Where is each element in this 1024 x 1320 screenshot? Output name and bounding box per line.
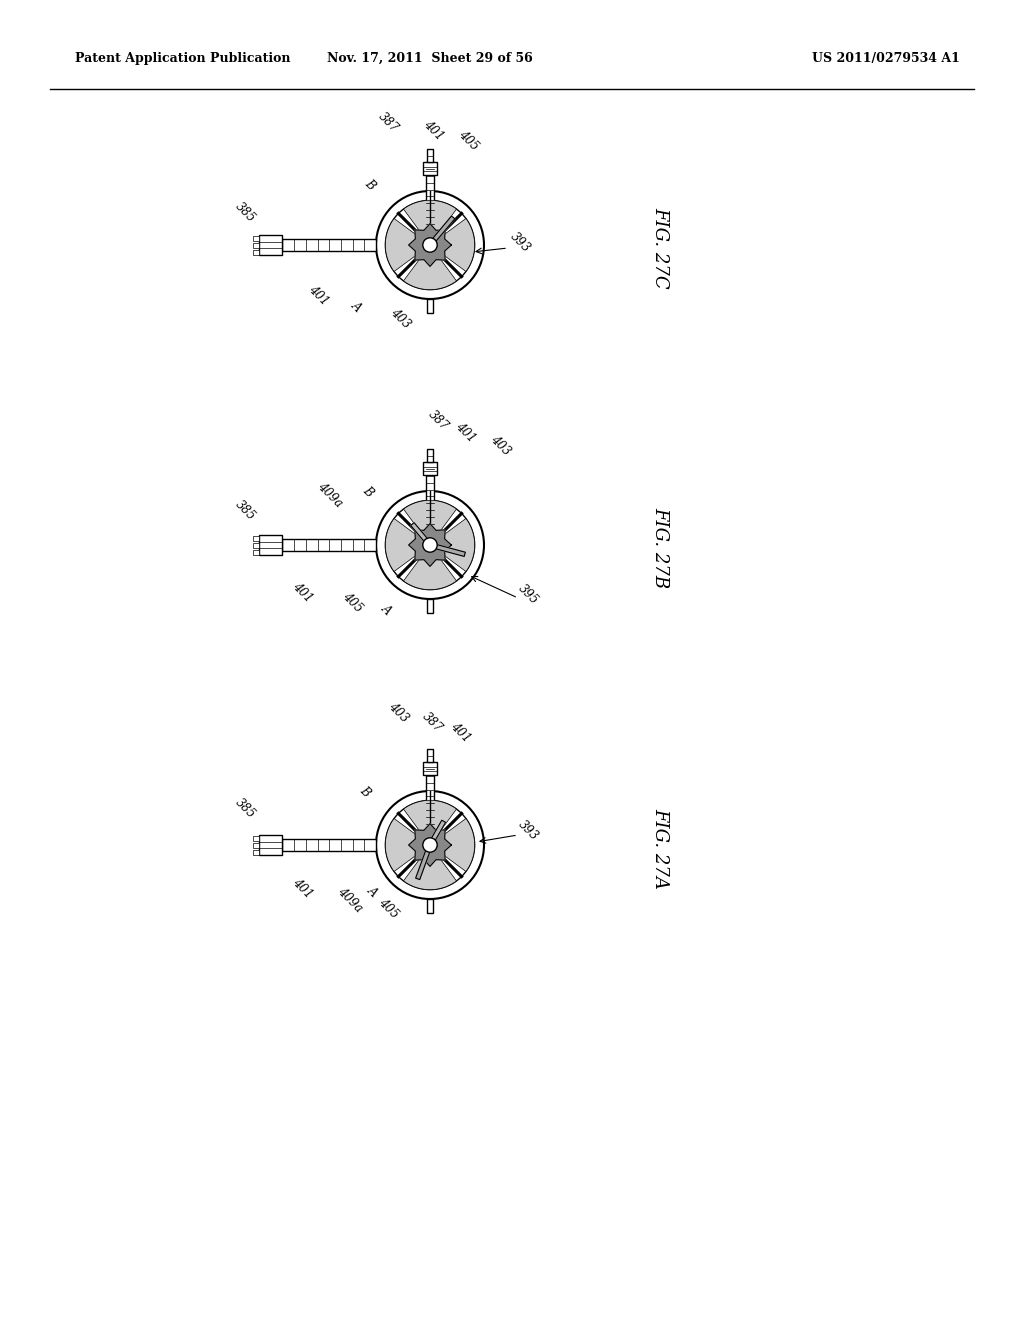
- Text: A: A: [379, 602, 393, 618]
- Text: 403: 403: [385, 700, 411, 725]
- Text: 405: 405: [456, 128, 480, 153]
- Circle shape: [376, 191, 484, 300]
- Text: B: B: [362, 177, 378, 193]
- Bar: [253, 837, 259, 841]
- Circle shape: [423, 238, 437, 252]
- Bar: [259, 836, 283, 855]
- Bar: [423, 462, 437, 475]
- Text: 401: 401: [290, 579, 314, 605]
- Bar: [259, 235, 283, 255]
- Text: 405: 405: [339, 590, 365, 615]
- Text: 401: 401: [305, 282, 331, 308]
- Text: 385: 385: [232, 199, 258, 224]
- Polygon shape: [409, 524, 452, 566]
- Polygon shape: [442, 219, 474, 272]
- Text: 385: 385: [232, 796, 258, 821]
- Circle shape: [423, 537, 437, 552]
- Bar: [253, 850, 259, 855]
- Text: 409a: 409a: [315, 480, 345, 510]
- Bar: [283, 239, 376, 252]
- Text: Patent Application Publication: Patent Application Publication: [75, 51, 291, 65]
- Bar: [427, 599, 432, 614]
- Text: FIG. 27A: FIG. 27A: [651, 808, 669, 888]
- Polygon shape: [403, 558, 457, 590]
- Text: FIG. 27C: FIG. 27C: [651, 207, 669, 289]
- Text: 393: 393: [508, 230, 532, 255]
- Circle shape: [385, 201, 475, 289]
- Bar: [259, 535, 283, 556]
- Bar: [427, 899, 432, 913]
- Bar: [253, 550, 259, 554]
- Bar: [283, 539, 376, 552]
- Text: 387: 387: [420, 709, 444, 734]
- Circle shape: [376, 791, 484, 899]
- Polygon shape: [428, 216, 455, 247]
- Polygon shape: [403, 257, 457, 289]
- Text: A: A: [365, 884, 380, 900]
- Circle shape: [414, 529, 445, 561]
- Bar: [283, 838, 376, 851]
- Text: B: B: [360, 484, 376, 500]
- Bar: [253, 236, 259, 242]
- Text: 405: 405: [376, 895, 400, 920]
- Polygon shape: [403, 201, 457, 232]
- Text: 403: 403: [387, 305, 413, 330]
- Bar: [427, 149, 433, 162]
- Bar: [253, 843, 259, 849]
- Polygon shape: [429, 543, 465, 557]
- Bar: [427, 300, 432, 313]
- Bar: [426, 762, 434, 830]
- Text: FIG. 27B: FIG. 27B: [651, 507, 669, 589]
- Polygon shape: [385, 219, 417, 272]
- Bar: [253, 536, 259, 541]
- Polygon shape: [442, 519, 474, 572]
- Circle shape: [385, 500, 475, 590]
- Polygon shape: [403, 800, 457, 832]
- Bar: [427, 750, 433, 762]
- Polygon shape: [416, 845, 432, 879]
- Text: Nov. 17, 2011  Sheet 29 of 56: Nov. 17, 2011 Sheet 29 of 56: [327, 51, 532, 65]
- Polygon shape: [409, 223, 452, 267]
- Polygon shape: [403, 500, 457, 532]
- Text: 395: 395: [515, 581, 541, 607]
- Bar: [423, 162, 437, 176]
- Bar: [426, 162, 434, 231]
- Bar: [253, 249, 259, 255]
- Circle shape: [376, 491, 484, 599]
- Circle shape: [423, 838, 437, 853]
- Text: US 2011/0279534 A1: US 2011/0279534 A1: [812, 51, 961, 65]
- Text: 401: 401: [453, 420, 477, 445]
- Polygon shape: [411, 523, 432, 546]
- Bar: [423, 762, 437, 775]
- Circle shape: [414, 829, 445, 861]
- Polygon shape: [442, 818, 474, 871]
- Text: 401: 401: [421, 117, 445, 143]
- Circle shape: [385, 800, 475, 890]
- Bar: [253, 543, 259, 548]
- Circle shape: [414, 230, 445, 261]
- Text: 387: 387: [425, 408, 451, 433]
- Polygon shape: [385, 818, 417, 871]
- Polygon shape: [403, 858, 457, 890]
- Bar: [427, 449, 433, 462]
- Text: 385: 385: [232, 498, 258, 523]
- Text: 393: 393: [515, 817, 541, 842]
- Text: 403: 403: [487, 433, 513, 458]
- Text: 401: 401: [447, 719, 472, 744]
- Text: 409a: 409a: [335, 884, 365, 915]
- Text: B: B: [357, 784, 373, 800]
- Polygon shape: [409, 824, 452, 866]
- Bar: [426, 462, 434, 531]
- Polygon shape: [385, 519, 417, 572]
- Bar: [253, 243, 259, 248]
- Polygon shape: [428, 820, 445, 846]
- Text: 401: 401: [290, 875, 314, 900]
- Text: A: A: [348, 300, 364, 314]
- Text: 387: 387: [376, 110, 400, 135]
